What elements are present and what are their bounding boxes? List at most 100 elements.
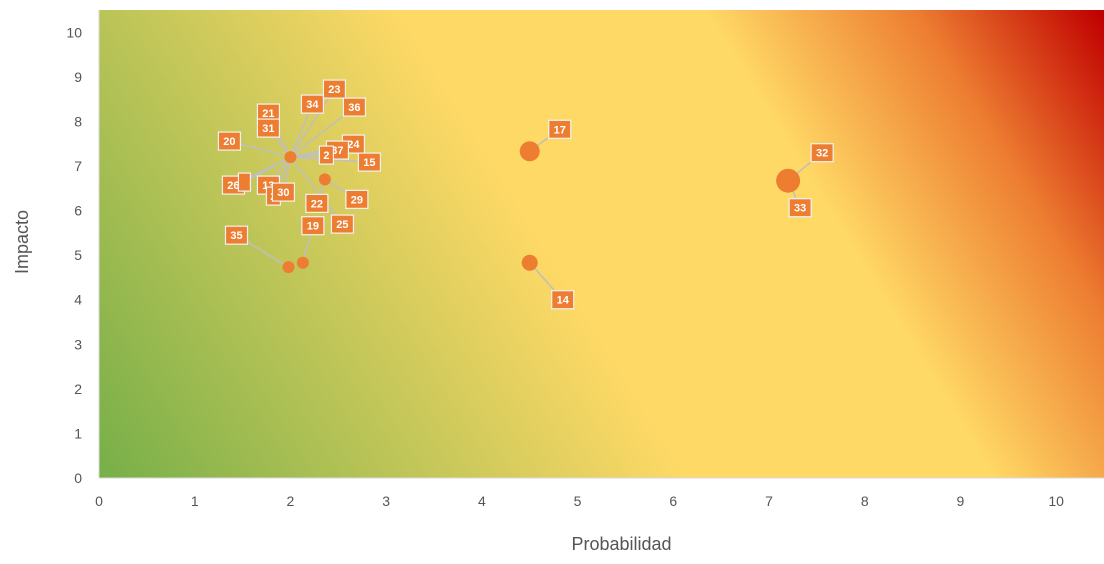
data-label-text: 34 — [306, 99, 319, 111]
x-axis-title: Probabilidad — [571, 534, 671, 554]
data-label: 23 — [322, 79, 347, 99]
x-tick-label: 3 — [382, 493, 390, 509]
data-label-box — [224, 225, 249, 245]
x-tick-label: 8 — [861, 493, 869, 509]
data-label-box — [301, 216, 325, 236]
data-label: 33 — [788, 198, 812, 218]
data-label: 36 — [342, 97, 367, 117]
y-axis-tick-labels: 0 1 2 3 4 5 6 7 8 9 10 — [66, 24, 82, 486]
data-label-text: 14 — [557, 295, 570, 307]
data-label-text: 15 — [363, 157, 375, 169]
x-axis-tick-labels: 0 1 2 3 4 5 6 7 8 9 10 — [95, 493, 1064, 509]
data-label-box — [357, 152, 382, 172]
x-tick-label: 1 — [191, 493, 199, 509]
data-label: 22 — [305, 193, 329, 213]
y-tick-label: 0 — [74, 470, 82, 486]
data-label-box — [810, 143, 834, 163]
data-label: 34 — [300, 94, 325, 114]
x-tick-label: 9 — [957, 493, 965, 509]
data-label-text: 24 — [347, 139, 360, 151]
data-label: 20 — [217, 131, 242, 151]
bubble-point — [296, 256, 309, 269]
data-label-text: 19 — [307, 221, 319, 233]
data-label-box — [300, 94, 325, 114]
y-tick-label: 10 — [66, 24, 82, 40]
data-label: 29 — [345, 189, 369, 209]
data-label-box — [322, 79, 347, 99]
y-axis-title: Impacto — [12, 210, 32, 274]
data-label-text: 17 — [554, 124, 566, 136]
data-label-box — [548, 119, 572, 139]
data-label-text: 32 — [816, 148, 828, 160]
data-label: 35 — [224, 225, 249, 245]
y-tick-label: 3 — [74, 336, 82, 352]
data-label: 15 — [357, 152, 382, 172]
x-tick-label: 2 — [287, 493, 295, 509]
y-tick-label: 1 — [74, 425, 82, 441]
leader-line — [289, 88, 336, 158]
bubble-point — [282, 261, 295, 274]
data-label-text: 26 — [227, 180, 239, 192]
data-label: 30 — [271, 182, 296, 202]
y-tick-label: 5 — [74, 247, 82, 263]
data-label-box — [237, 172, 252, 192]
data-label-box — [305, 193, 329, 213]
x-tick-label: 0 — [95, 493, 103, 509]
y-tick-label: 8 — [74, 113, 82, 129]
data-label: 19 — [301, 216, 325, 236]
data-label: 2 — [318, 145, 335, 165]
data-label-box — [342, 97, 367, 117]
axis-lines — [98, 10, 1104, 479]
data-label-text: 25 — [336, 219, 348, 231]
bubble-markers — [282, 141, 801, 274]
data-label-box — [345, 189, 369, 209]
data-label: 31 — [256, 118, 281, 138]
bubble-point — [318, 173, 331, 186]
y-tick-label: 6 — [74, 203, 82, 219]
data-label-text: 30 — [277, 187, 289, 199]
data-label-text: 23 — [328, 84, 340, 96]
data-label: 32 — [810, 143, 834, 163]
y-tick-label: 9 — [74, 69, 82, 85]
data-label-box — [318, 145, 335, 165]
data-label-box — [551, 290, 575, 310]
data-label-box — [256, 118, 281, 138]
data-label-text: 2 — [323, 150, 329, 162]
x-tick-label: 10 — [1048, 493, 1064, 509]
data-label: 17 — [548, 119, 572, 139]
leader-line — [244, 156, 291, 183]
plot-area-background — [99, 10, 1104, 478]
y-tick-label: 7 — [74, 158, 82, 174]
data-label-box — [271, 182, 296, 202]
y-tick-label: 4 — [74, 292, 82, 308]
data-label: 25 — [330, 214, 355, 234]
x-tick-label: 4 — [478, 493, 486, 509]
bubble-point — [776, 168, 801, 193]
bubble-data-labels: 1714323335192229202131342336243721526132… — [217, 79, 834, 310]
data-label-text: 35 — [230, 230, 242, 242]
y-tick-label: 2 — [74, 381, 82, 397]
bubble-point — [284, 151, 297, 164]
data-label-box — [788, 198, 812, 218]
x-tick-label: 7 — [765, 493, 773, 509]
data-label-text: 36 — [348, 102, 360, 114]
data-label-text: 31 — [262, 123, 274, 135]
x-tick-label: 5 — [574, 493, 582, 509]
data-label-text: 20 — [223, 136, 235, 148]
data-label-box — [217, 131, 242, 151]
bubble-point — [519, 141, 540, 162]
leader-line — [289, 156, 344, 225]
data-label-text: 29 — [351, 194, 363, 206]
x-tick-label: 6 — [669, 493, 677, 509]
data-label-text: 21 — [262, 108, 274, 120]
data-label-box — [330, 214, 355, 234]
data-label: 21 — [256, 103, 281, 123]
data-label-text: 37 — [331, 145, 343, 157]
data-label: 14 — [551, 290, 575, 310]
data-label-text: 22 — [311, 198, 323, 210]
bubble-point — [521, 254, 538, 271]
data-label-text: 33 — [794, 203, 806, 215]
data-label — [237, 172, 252, 192]
